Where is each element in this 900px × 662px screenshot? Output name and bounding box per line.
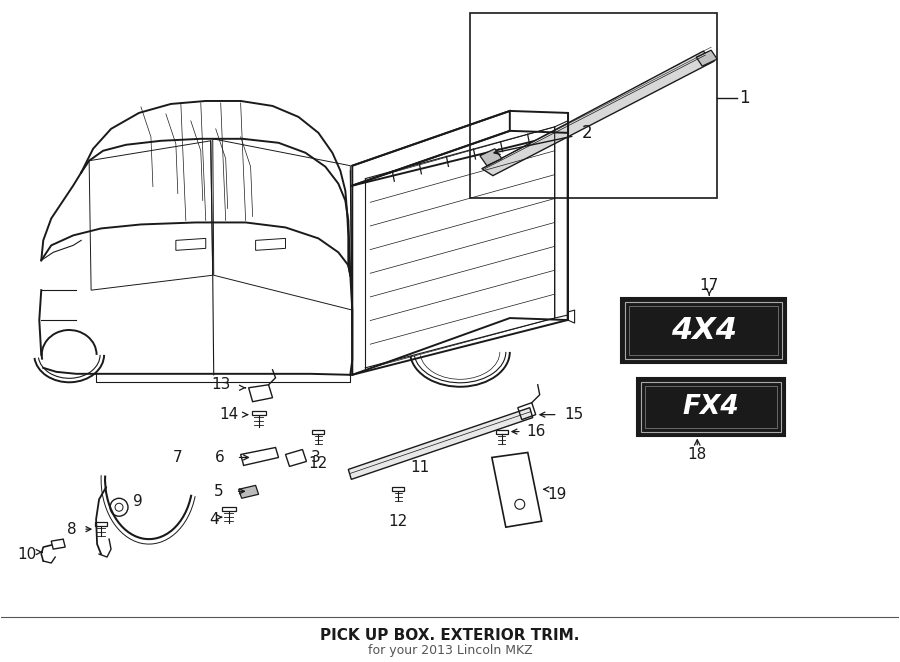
Text: 19: 19: [548, 487, 567, 502]
Text: 18: 18: [688, 447, 706, 462]
Text: 2: 2: [581, 124, 592, 142]
Text: 13: 13: [212, 377, 230, 393]
Polygon shape: [480, 149, 502, 166]
Text: 6: 6: [215, 450, 225, 465]
Text: for your 2013 Lincoln MKZ: for your 2013 Lincoln MKZ: [368, 644, 532, 657]
Text: 16: 16: [526, 424, 546, 439]
Polygon shape: [238, 485, 258, 498]
Text: 5: 5: [214, 484, 224, 499]
Text: 12: 12: [309, 457, 328, 471]
Bar: [470, 13, 717, 197]
Text: 7: 7: [173, 450, 183, 465]
Polygon shape: [697, 50, 717, 66]
Text: 12: 12: [389, 514, 408, 529]
Polygon shape: [482, 51, 715, 175]
Polygon shape: [622, 298, 786, 363]
Text: 10: 10: [17, 547, 36, 561]
Polygon shape: [348, 408, 533, 479]
Text: 9: 9: [133, 494, 143, 509]
Text: PICK UP BOX. EXTERIOR TRIM.: PICK UP BOX. EXTERIOR TRIM.: [320, 628, 580, 643]
Text: 4X4: 4X4: [670, 316, 737, 345]
Text: 11: 11: [410, 460, 429, 475]
Text: 14: 14: [220, 407, 238, 422]
Text: 8: 8: [67, 522, 76, 537]
Text: FX4: FX4: [683, 394, 740, 420]
Text: 15: 15: [564, 407, 584, 422]
Text: 4: 4: [209, 512, 219, 527]
Text: 3: 3: [310, 450, 320, 465]
Text: 1: 1: [739, 89, 750, 107]
Polygon shape: [637, 378, 785, 436]
Text: 17: 17: [699, 277, 719, 293]
